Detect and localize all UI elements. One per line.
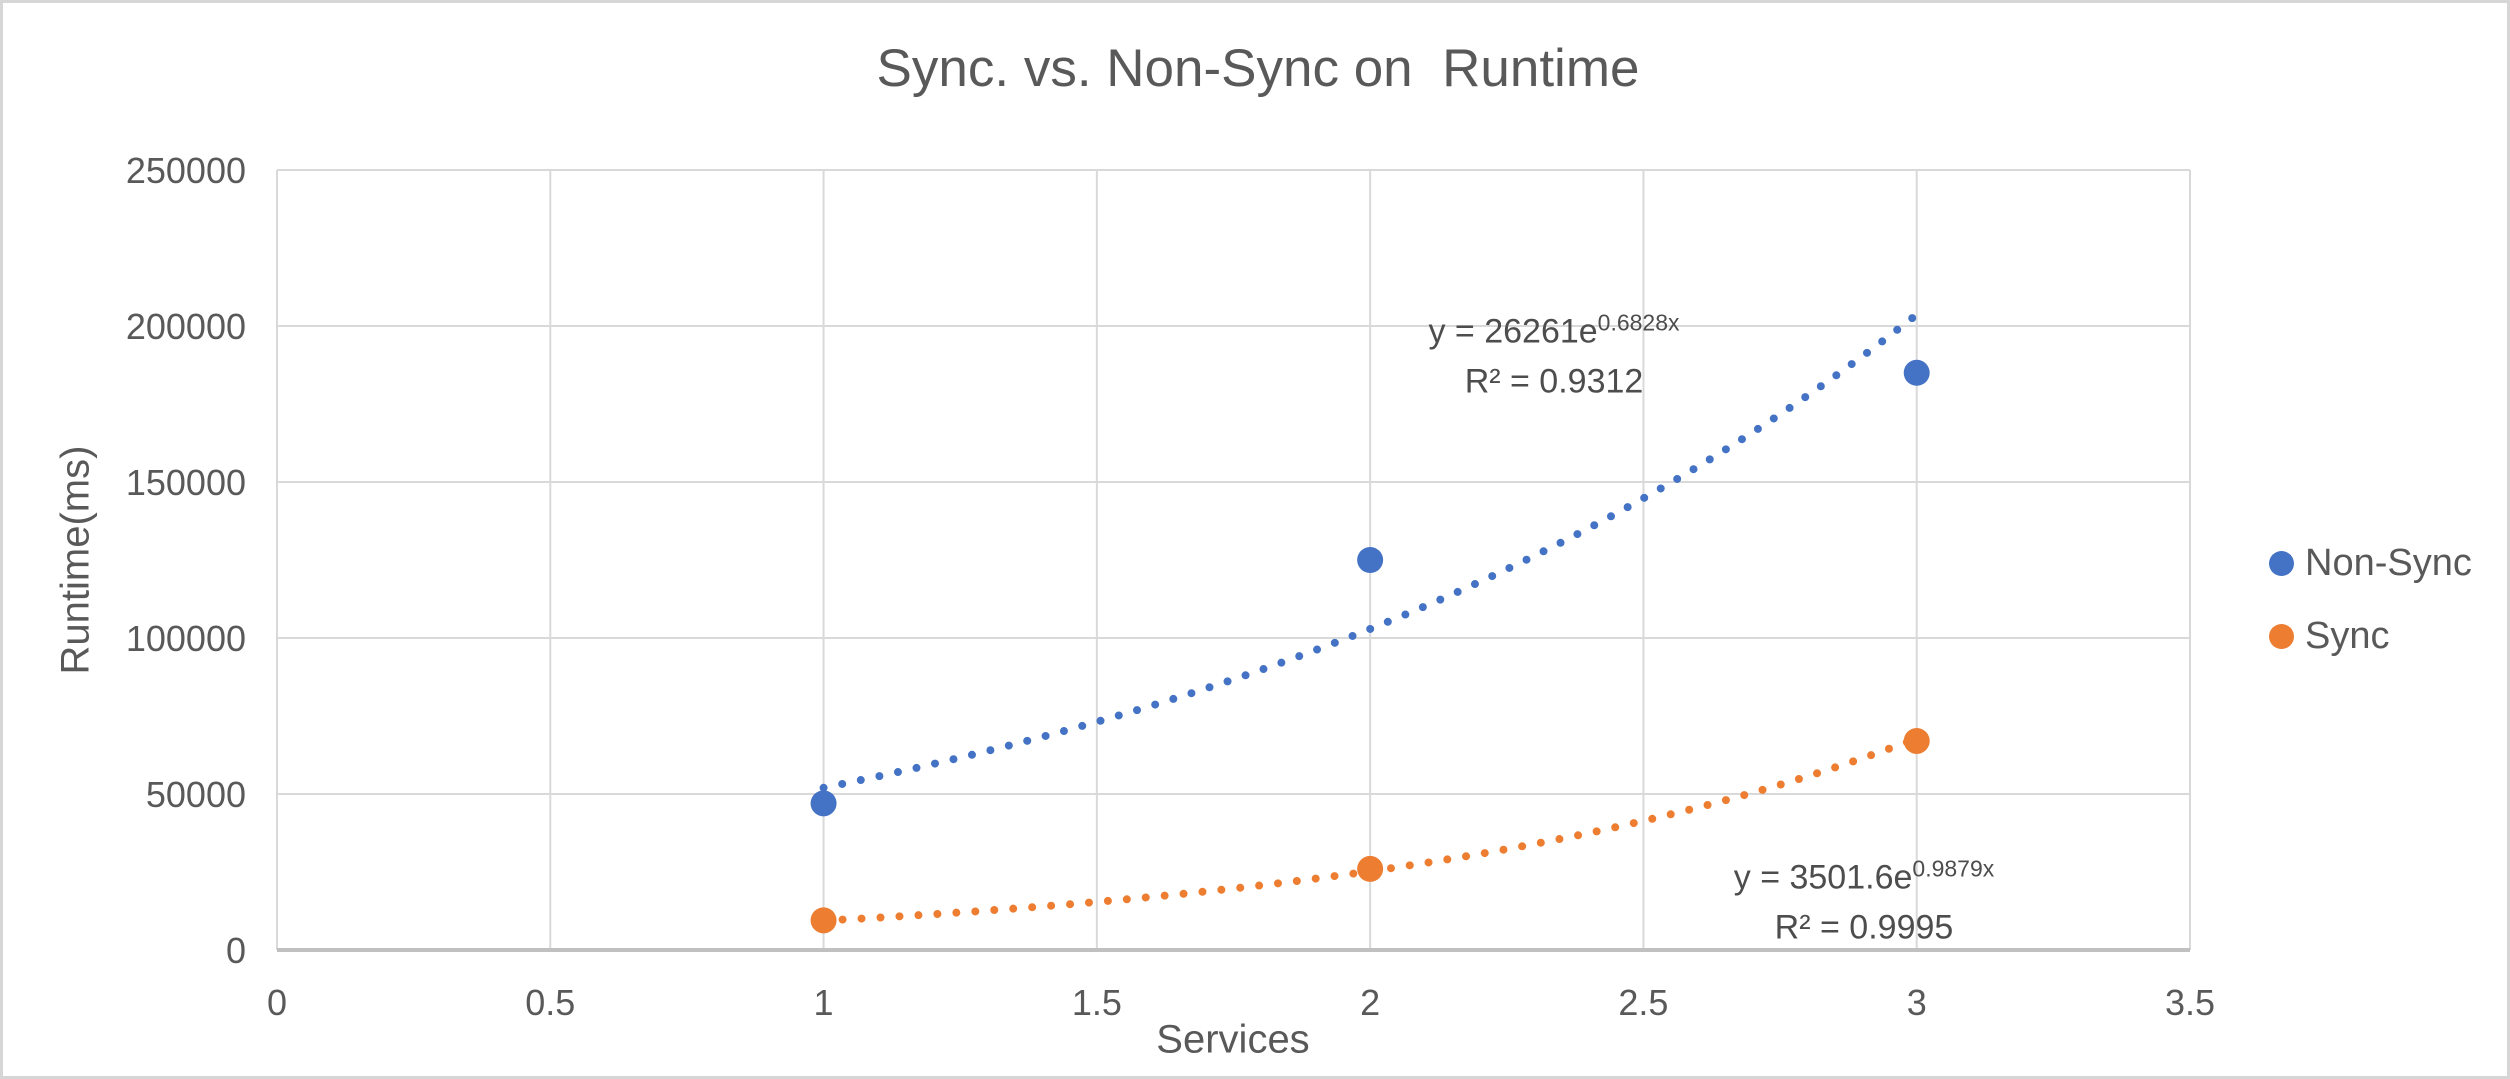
trendline-label-non-sync: y = 26261e0.6828x R² = 0.9312 — [1428, 297, 1679, 406]
data-point-non-sync — [1903, 359, 1930, 386]
x-tick-label: 1.5 — [1072, 982, 1122, 1023]
data-point-sync — [1903, 727, 1930, 754]
chart-title: Sync. vs. Non-Sync on Runtime — [876, 39, 1640, 98]
equation-base-non-sync: y = 26261e — [1428, 312, 1598, 351]
x-tick-label: 3.5 — [2165, 982, 2215, 1023]
data-point-sync — [810, 907, 837, 934]
data-point-non-sync — [810, 790, 837, 817]
x-tick-label: 1 — [814, 982, 834, 1023]
trendline-equation-non-sync: y = 26261e0.6828x — [1428, 297, 1679, 356]
legend-marker-non-sync-icon — [2269, 551, 2294, 576]
trendline-equation-sync: y = 3501.6e0.9879x — [1734, 843, 1995, 902]
legend-marker-sync-icon — [2269, 624, 2294, 649]
equation-exponent-sync: 0.9879x — [1912, 855, 1995, 882]
legend-item-sync: Sync — [2269, 613, 2472, 660]
x-tick-label: 0 — [267, 982, 287, 1023]
legend-label-sync: Sync — [2305, 615, 2390, 657]
y-tick-label: 150000 — [126, 462, 246, 503]
x-axis-title: Services — [1156, 1017, 1310, 1062]
data-point-sync — [1357, 855, 1384, 882]
trendline-r2-non-sync: R² = 0.9312 — [1464, 362, 1644, 401]
trendline-r2-sync: R² = 0.9995 — [1774, 908, 1954, 947]
y-tick-label: 0 — [226, 930, 246, 971]
y-axis-title: Runtime(ms) — [53, 445, 98, 675]
y-tick-label: 100000 — [126, 618, 246, 659]
x-tick-label: 0.5 — [525, 982, 575, 1023]
legend: Non-Sync Sync — [2269, 540, 2472, 660]
x-tick-label: 2.5 — [1618, 982, 1668, 1023]
data-point-non-sync — [1357, 547, 1384, 573]
y-tick-label: 250000 — [126, 150, 246, 191]
legend-item-non-sync: Non-Sync — [2269, 540, 2472, 587]
x-tick-label: 2 — [1360, 982, 1380, 1023]
equation-exponent-non-sync: 0.6828x — [1597, 309, 1680, 336]
equation-base-sync: y = 3501.6e — [1733, 858, 1913, 897]
trendline-non-sync — [819, 310, 1921, 792]
y-tick-label: 50000 — [146, 774, 246, 815]
trendline-label-sync: y = 3501.6e0.9879x R² = 0.9995 — [1734, 843, 1995, 952]
legend-label-non-sync: Non-Sync — [2305, 542, 2472, 584]
y-tick-label: 200000 — [126, 306, 246, 347]
x-tick-label: 3 — [1907, 982, 1927, 1023]
